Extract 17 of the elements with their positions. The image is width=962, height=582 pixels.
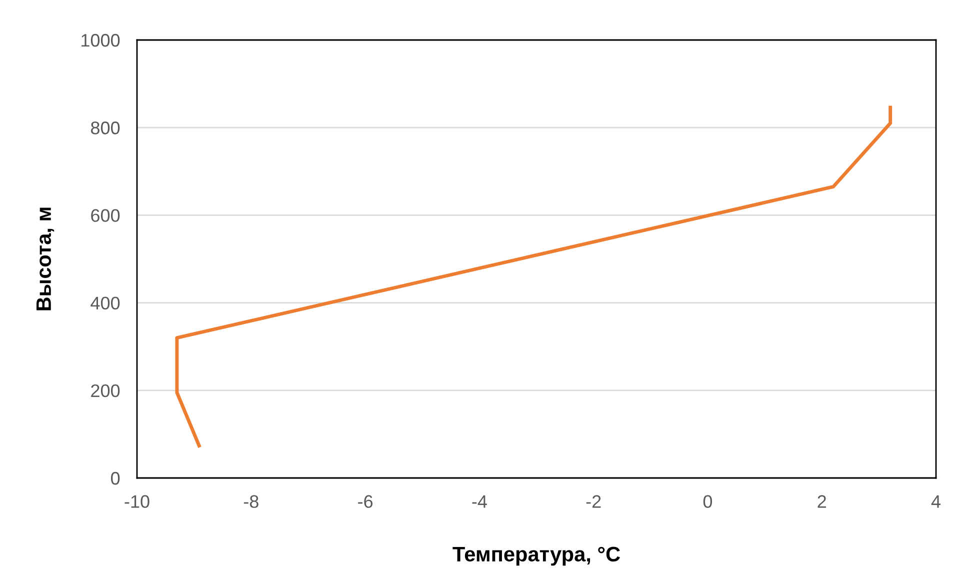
y-tick-label: 600 — [91, 209, 120, 222]
x-axis-title: Температура, °C — [452, 546, 620, 566]
x-tick-label: 0 — [703, 495, 712, 508]
y-tick-label: 1000 — [82, 34, 120, 47]
y-axis-title: Высота, м — [36, 208, 54, 310]
y-tick-label: 0 — [111, 472, 120, 485]
y-tick-label: 400 — [90, 296, 120, 310]
x-tick-label: -4 — [472, 495, 487, 508]
x-tick-label: -2 — [586, 495, 601, 508]
x-tick-label: 2 — [818, 495, 826, 508]
x-tick-label: -8 — [244, 495, 258, 508]
line-series — [175, 104, 892, 450]
y-tick-label: 200 — [91, 384, 120, 398]
x-tick-label: 4 — [931, 495, 940, 508]
x-tick-label: -10 — [124, 495, 150, 508]
y-tick-label: 800 — [90, 122, 120, 134]
x-tick-label: -6 — [358, 495, 373, 508]
